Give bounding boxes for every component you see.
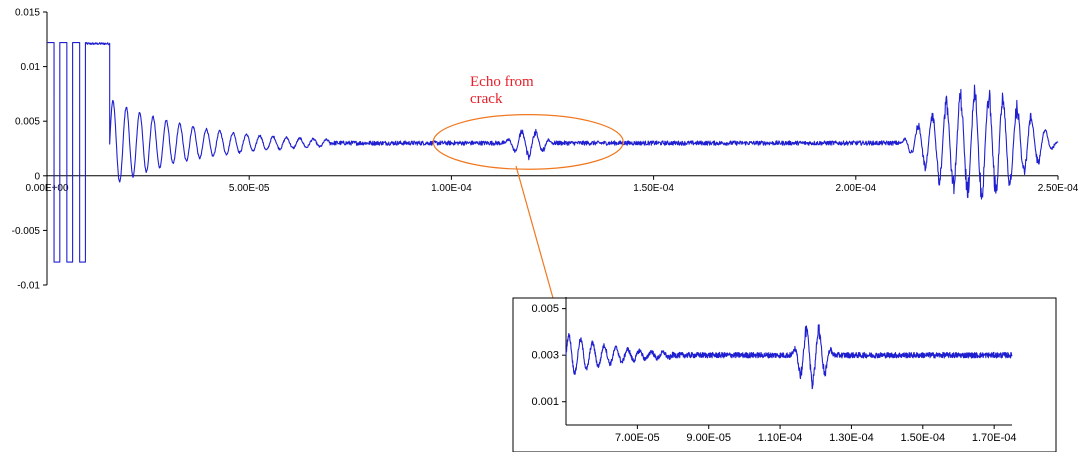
echo-annotation: Echo from crack	[470, 74, 537, 107]
y-tick-label: -0.01	[17, 281, 40, 292]
y-tick-label: 0.005	[531, 303, 559, 315]
x-tick-label: 1.30E-04	[829, 432, 874, 444]
y-tick-label: 0	[34, 171, 40, 182]
y-tick-label: 0.003	[531, 350, 559, 362]
y-tick-label: 0.01	[21, 62, 41, 73]
x-tick-label: 1.10E-04	[758, 432, 803, 444]
signal-series-line	[565, 324, 1013, 390]
x-tick-label: 1.70E-04	[972, 432, 1017, 444]
x-tick-label: 9.00E-05	[686, 432, 731, 444]
x-tick-label: 2.50E-04	[1038, 183, 1079, 194]
echo-annotation-line-1: Echo from	[470, 74, 534, 90]
signal-series-line	[47, 42, 1059, 263]
y-tick-label: 0.001	[531, 396, 559, 408]
x-tick-label: 1.50E-04	[633, 183, 674, 194]
y-tick-label: -0.005	[12, 226, 41, 237]
echo-highlight-ellipse	[432, 114, 624, 170]
y-tick-label: 0.005	[15, 117, 40, 128]
echo-annotation-line-2: crack	[470, 91, 503, 107]
inset-frame	[512, 297, 1057, 452]
main-chart: -0.01 -0.005 0 0.005 0.01 0.015 0.00E+00 5.00E-…	[12, 8, 1079, 292]
x-tick-label: 1.00E-04	[431, 183, 472, 194]
y-tick-label: 0.015	[15, 8, 40, 19]
x-tick-label: 1.50E-04	[900, 432, 945, 444]
x-tick-label: 7.00E-05	[615, 432, 660, 444]
x-tick-label: 5.00E-05	[229, 183, 270, 194]
inset-chart: 0.001 0.003 0.005 7.00E-05 9.00E-05 1.10E-04 1…	[512, 297, 1057, 452]
callout-layer: Echo from crack	[470, 74, 554, 299]
callout-connector-line	[515, 165, 554, 299]
x-tick-label: 2.00E-04	[836, 183, 877, 194]
x-tick-label: 0.00E+00	[25, 183, 69, 194]
